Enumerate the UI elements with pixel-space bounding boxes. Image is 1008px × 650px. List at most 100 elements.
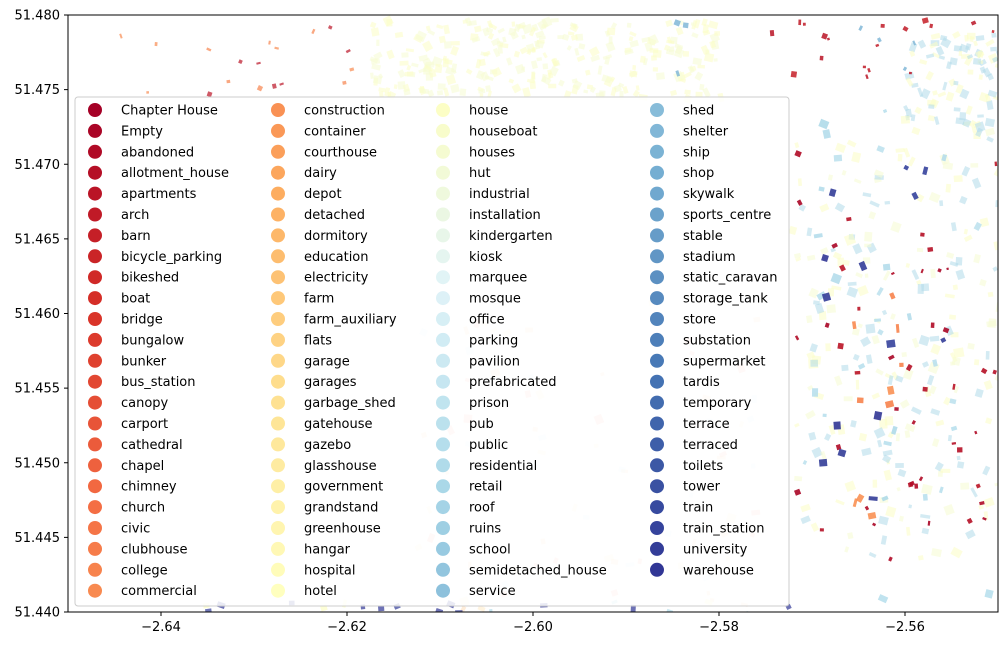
legend-label: service (469, 584, 516, 599)
building-footprint (465, 68, 473, 75)
building-footprint (895, 147, 905, 153)
legend-marker (88, 479, 102, 494)
legend-label: Empty (121, 124, 163, 139)
building-footprint (873, 427, 886, 439)
building-footprint (945, 183, 952, 193)
legend-marker (88, 332, 102, 347)
building-footprint (883, 440, 892, 447)
building-footprint (960, 482, 970, 490)
building-footprint (256, 85, 264, 92)
building-footprint (482, 27, 491, 37)
legend-marker (650, 374, 664, 389)
building-footprint (994, 374, 998, 384)
building-footprint (601, 74, 612, 84)
legend-marker (650, 249, 664, 264)
building-footprint (891, 425, 898, 435)
building-footprint (834, 202, 846, 213)
building-footprint (574, 47, 580, 56)
building-footprint (401, 52, 409, 58)
legend-label: storage_tank (683, 292, 768, 307)
legend-label: government (304, 480, 383, 495)
building-footprint (837, 342, 844, 350)
building-footprint (701, 18, 708, 27)
legend-marker (88, 416, 102, 431)
legend-marker (650, 458, 664, 473)
building-footprint (882, 108, 888, 114)
building-footprint (855, 493, 865, 503)
building-footprint (482, 50, 491, 57)
building-footprint (987, 291, 994, 298)
building-footprint (928, 191, 941, 204)
building-footprint (699, 83, 705, 91)
legend-marker (271, 500, 285, 515)
building-footprint (682, 22, 689, 29)
building-footprint (822, 129, 831, 139)
building-footprint (865, 323, 876, 334)
building-footprint (610, 22, 618, 30)
building-footprint (908, 480, 915, 487)
building-footprint (974, 121, 986, 133)
building-footprint (973, 253, 981, 264)
legend-label: cathedral (121, 438, 183, 453)
building-footprint (874, 318, 882, 322)
building-footprint (589, 86, 596, 94)
building-footprint (940, 468, 951, 473)
building-footprint (822, 413, 827, 418)
building-footprint (806, 227, 813, 237)
building-footprint (436, 24, 444, 30)
building-footprint (875, 43, 880, 48)
legend-label: carport (121, 417, 168, 432)
building-footprint (911, 126, 921, 136)
building-footprint (536, 57, 543, 62)
legend-marker (271, 458, 285, 473)
building-footprint (905, 263, 910, 268)
y-tick-label: 51.445 (15, 531, 61, 546)
building-footprint (484, 75, 494, 82)
y-tick-label: 51.465 (15, 232, 61, 247)
building-footprint (864, 505, 870, 511)
legend-label: public (469, 438, 508, 453)
building-footprint (919, 59, 928, 65)
building-footprint (372, 75, 383, 85)
building-footprint (256, 61, 261, 65)
building-footprint (790, 70, 798, 78)
y-tick-label: 51.480 (15, 9, 61, 24)
building-footprint (857, 363, 866, 370)
building-footprint (882, 270, 891, 281)
building-footprint (826, 37, 831, 41)
building-footprint (852, 353, 860, 361)
building-footprint (561, 33, 570, 41)
building-footprint (953, 347, 965, 359)
building-footprint (818, 186, 825, 192)
building-footprint (931, 52, 940, 59)
legend-label: temporary (683, 396, 752, 411)
building-footprint (327, 25, 333, 30)
building-footprint (268, 40, 271, 45)
building-footprint (206, 47, 212, 52)
building-footprint (608, 36, 613, 45)
building-footprint (899, 362, 904, 367)
building-footprint (907, 156, 916, 167)
building-footprint (576, 54, 586, 62)
legend-label: garbage_shed (304, 396, 396, 411)
legend-label: commercial (121, 584, 197, 599)
legend-marker (271, 479, 285, 494)
building-footprint (810, 522, 820, 532)
building-footprint (978, 74, 983, 80)
building-footprint (422, 40, 434, 52)
building-footprint (982, 465, 991, 476)
legend-label: dairy (304, 166, 337, 181)
building-footprint (916, 247, 924, 253)
legend-marker (271, 144, 285, 159)
building-footprint (918, 334, 930, 347)
building-footprint (929, 335, 940, 342)
building-footprint (833, 154, 843, 162)
building-footprint (977, 114, 984, 118)
building-footprint (965, 43, 972, 51)
building-footprint (535, 30, 545, 39)
building-footprint (639, 55, 646, 63)
building-footprint (993, 241, 998, 251)
building-footprint (940, 337, 947, 343)
building-footprint (794, 142, 800, 149)
